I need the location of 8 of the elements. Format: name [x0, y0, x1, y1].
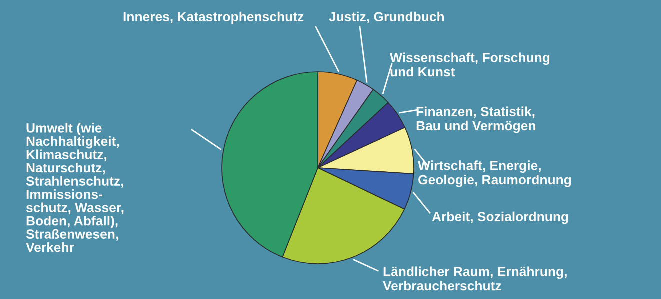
slice-label: Arbeit, Sozialordnung	[432, 212, 568, 224]
slice-label: Justiz, Grundbuch	[329, 12, 444, 24]
slice-label: Wissenschaft, Forschung und Kunst	[390, 52, 550, 77]
slice-label: Inneres, Katastrophenschutz	[124, 12, 304, 24]
category-label: Umwelt (wie Nachhaltigkeit, Klimaschutz, Naturschutz, Strahlenschutz, Immissions- schutz, Wasser, Boden, Abfall), Straßenwesen, Verkehr	[26, 123, 124, 252]
slice-label: Wirtschaft, Energie, Geologie, Raumordnung	[418, 160, 572, 188]
slice-label: Finanzen, Statistik, Bau und Vermögen	[416, 106, 536, 134]
slice-label: Ländlicher Raum, Ernährung, Verbraucherschutz	[383, 266, 567, 291]
